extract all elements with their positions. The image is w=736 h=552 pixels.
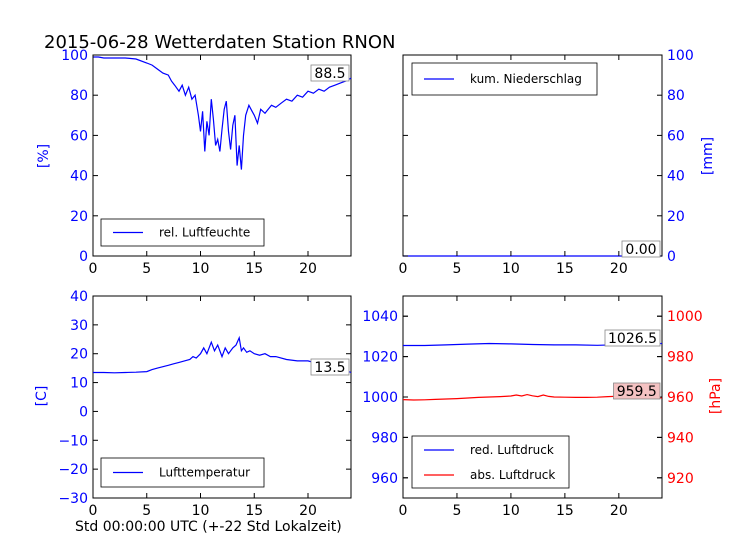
- x-tick-label: 20: [610, 503, 628, 519]
- value-badge-box: [604, 329, 661, 347]
- x-tick-label: 10: [502, 261, 520, 277]
- x-tick-label: 20: [299, 261, 317, 277]
- x-tick-label: 20: [299, 503, 317, 519]
- x-tick-label: 10: [192, 261, 210, 277]
- x-tick-label: 0: [399, 261, 408, 277]
- y-tick-label: 30: [70, 318, 88, 334]
- x-tick-label: 5: [142, 261, 151, 277]
- value-badge: 959.5: [617, 384, 657, 400]
- y-tick-label: 940: [667, 430, 694, 446]
- x-tick-label: 5: [142, 503, 151, 519]
- y-tick-label: 0: [667, 249, 676, 265]
- y-tick-label: 20: [667, 209, 685, 225]
- y-tick-label: −30: [58, 491, 88, 507]
- y-axis-label: [mm]: [700, 137, 716, 175]
- y-tick-label: 960: [371, 471, 398, 487]
- legend-label: red. Luftdruck: [470, 443, 554, 457]
- value-badge: 1026.5: [608, 331, 657, 347]
- y-tick-label: 1000: [667, 309, 703, 325]
- y-tick-label: 40: [667, 169, 685, 185]
- value-badge-box: [613, 382, 661, 400]
- x-tick-label: 15: [556, 261, 574, 277]
- pressure-absolute-line: [402, 393, 663, 401]
- x-tick-label: 15: [245, 261, 263, 277]
- x-tick-label: 20: [610, 261, 628, 277]
- value-badge: 88.5: [314, 66, 345, 82]
- y-tick-label: 100: [61, 48, 88, 64]
- y-tick-label: 1040: [362, 309, 398, 325]
- y-tick-label: −10: [58, 433, 88, 449]
- chart-title: 2015-06-28 Wetterdaten Station RNON: [44, 32, 395, 53]
- y-tick-label: 10: [70, 376, 88, 392]
- x-tick-label: 10: [502, 503, 520, 519]
- x-tick-label: 5: [452, 261, 461, 277]
- value-badge-box: [310, 64, 350, 82]
- legend-label: rel. Luftfeuchte: [159, 226, 250, 240]
- y-tick-label: 980: [371, 430, 398, 446]
- y-tick-label: 920: [667, 471, 694, 487]
- x-tick-label: 10: [192, 503, 210, 519]
- y-tick-label: 0: [79, 404, 88, 420]
- legend-box: [411, 435, 570, 489]
- y-axis-label: [C]: [34, 386, 50, 407]
- x-tick-label: 5: [452, 503, 461, 519]
- y-tick-label: 100: [667, 48, 694, 64]
- y-tick-label: 80: [667, 88, 685, 104]
- value-badge-box: [310, 358, 350, 376]
- y-tick-label: 60: [70, 128, 88, 144]
- x-tick-label: 0: [89, 261, 98, 277]
- x-tick-label: 15: [245, 503, 263, 519]
- y-tick-label: 40: [70, 169, 88, 185]
- y-tick-label: 40: [70, 289, 88, 305]
- y-tick-label: 20: [70, 209, 88, 225]
- y-tick-label: 80: [70, 88, 88, 104]
- y-tick-label: 60: [667, 128, 685, 144]
- y-tick-label: 0: [79, 249, 88, 265]
- x-axis-label: Std 00:00:00 UTC (+-22 Std Lokalzeit): [75, 519, 342, 535]
- y-tick-label: 20: [70, 347, 88, 363]
- x-tick-label: 15: [556, 503, 574, 519]
- y-axis-label: [%]: [36, 144, 52, 168]
- y-tick-label: 960: [667, 390, 694, 406]
- y-tick-label: 1000: [362, 390, 398, 406]
- legend-label: Lufttemperatur: [159, 466, 250, 480]
- x-tick-label: 0: [399, 503, 408, 519]
- legend-label: abs. Luftdruck: [470, 468, 555, 482]
- plot-frame: [92, 54, 352, 257]
- humidity-line: [93, 56, 352, 170]
- x-tick-label: 0: [89, 503, 98, 519]
- temperature-line: [93, 335, 352, 374]
- legend-label: kum. Niederschlag: [470, 72, 582, 86]
- y-tick-label: 1020: [362, 350, 398, 366]
- value-badge: 0.00: [625, 242, 656, 258]
- y-tick-label: 980: [667, 350, 694, 366]
- value-badge-box: [621, 240, 661, 258]
- plot-frame: [92, 295, 352, 499]
- value-badge: 13.5: [314, 360, 345, 376]
- y-tick-label: −20: [58, 462, 88, 478]
- y-axis-label: [hPa]: [708, 378, 724, 414]
